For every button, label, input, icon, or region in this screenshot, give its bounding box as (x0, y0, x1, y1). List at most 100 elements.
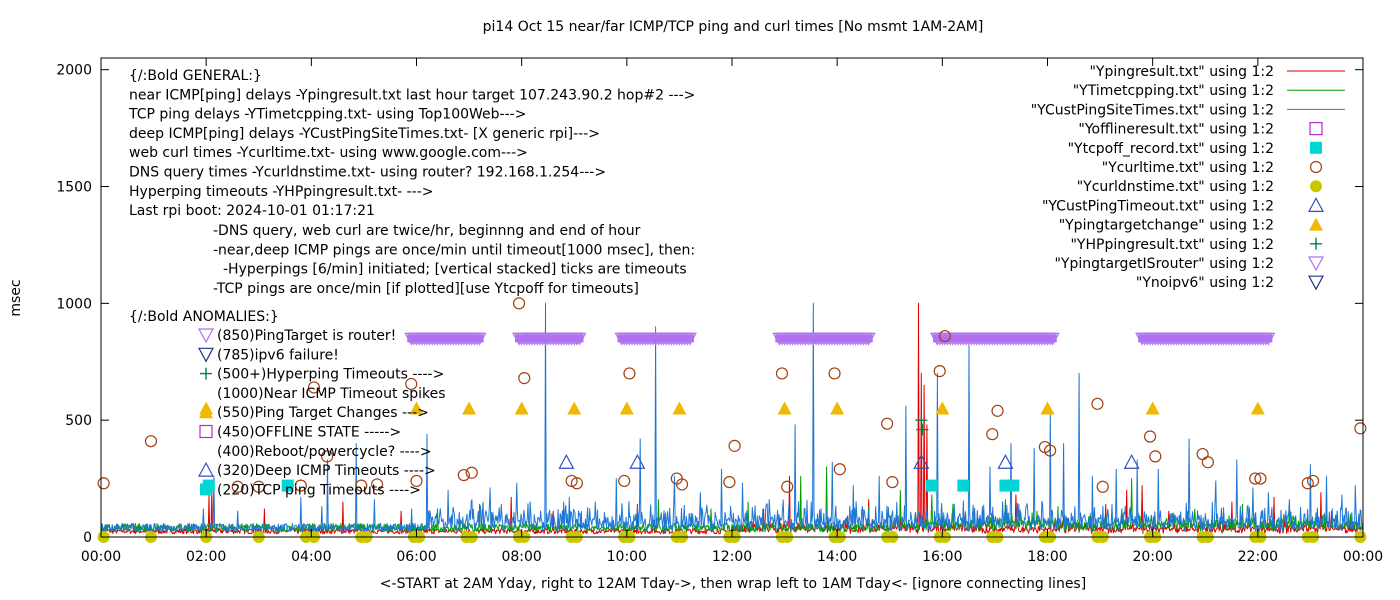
anomaly-marker-7 (197, 461, 215, 477)
ytick-label-2: 1000 (56, 296, 92, 312)
note-general-7: Last rpi boot: 2024-10-01 01:17:21 (129, 203, 375, 219)
legend-marker-7 (1307, 197, 1325, 212)
curl-point (1196, 447, 1209, 461)
curl-point (565, 474, 578, 488)
anomaly-marker-8 (200, 483, 212, 496)
curl-point (252, 480, 265, 493)
curl-point (781, 480, 794, 493)
note-general-3: deep ICMP[ping] delays -YCustPingSiteTim… (129, 126, 600, 142)
curl-point (1091, 397, 1104, 410)
curl-point (618, 474, 631, 488)
xtick-label-1: 02:00 (186, 549, 226, 565)
curl-point (405, 377, 418, 391)
tcp-timeout-point (957, 479, 970, 492)
note-detail-0: -DNS query, web curl are twice/hr, begin… (213, 223, 641, 239)
anomaly-marker-4 (199, 405, 213, 419)
xtick-label-7: 14:00 (817, 549, 857, 565)
ytick-label-3: 1500 (56, 180, 92, 196)
hyperping-point (916, 423, 929, 436)
curl-point (457, 468, 470, 482)
deep-icmp-timeout-point (913, 453, 930, 469)
anomaly-label-2: (500+)Hyperping Timeouts ----> (217, 367, 444, 383)
anomaly-label-4: (550)Ping Target Changes ---> (217, 405, 429, 421)
hyperping-point (915, 414, 928, 427)
curl-point (938, 329, 952, 343)
curl-point (518, 372, 531, 385)
curl-point (231, 480, 244, 493)
anomaly-label-5: (450)OFFLINE STATE -----> (217, 425, 401, 441)
xtick-label-9: 18:00 (1027, 549, 1067, 565)
xtick-label-5: 10:00 (607, 549, 647, 565)
curl-point (307, 381, 321, 394)
anomaly-label-1: (785)ipv6 failure! (217, 347, 339, 363)
curl-point (1096, 480, 1109, 493)
ytick-label-1: 500 (65, 413, 92, 429)
legend-label-2: "YCustPingSiteTimes.txt" using 1:2 (1031, 102, 1274, 118)
curl-point (775, 367, 789, 380)
target-change-point (514, 401, 529, 415)
y-axis-label: msec (8, 279, 24, 316)
router-range-0 (407, 334, 484, 343)
curl-point (1354, 422, 1367, 435)
legend: "Ypingresult.txt" using 1:2 "YTimetcpping… (1031, 64, 1345, 291)
plot-frame (100, 57, 1364, 538)
series-line-2 (100, 302, 1364, 533)
legend-marker-4 (1310, 141, 1322, 154)
ytick-label-4: 2000 (56, 63, 92, 79)
target-change-point (409, 401, 424, 415)
curl-point (833, 463, 846, 476)
xtick-label-6: 12:00 (712, 549, 752, 565)
legend-marker-3 (1309, 121, 1323, 136)
xtick-label-10: 20:00 (1132, 549, 1172, 565)
curl-point (723, 475, 736, 489)
xtick-label-2: 04:00 (291, 549, 331, 565)
target-change-point (462, 401, 477, 415)
anomaly-label-6: (400)Reboot/powercycle? ----> (217, 444, 432, 460)
router-range-3 (775, 334, 873, 343)
anomaly-label-7: (320)Deep ICMP Timeouts ----> (217, 463, 436, 479)
legend-label-9: "YHPpingresult.txt" using 1:2 (1070, 237, 1274, 253)
deep-icmp-timeout-point (558, 453, 575, 469)
xtick-label-4: 08:00 (501, 549, 541, 565)
curl-point (728, 439, 741, 452)
target-change-point (777, 401, 792, 415)
note-general-2: TCP ping delays -YTimetcpping.txt- using… (128, 107, 526, 123)
deep-icmp-timeout-point (997, 453, 1014, 469)
note-detail-2: -Hyperpings [6/min] initiated; [vertical… (223, 262, 687, 278)
note-detail-3: -TCP pings are once/min [if plotted][use… (213, 281, 639, 297)
curl-point (465, 466, 478, 479)
curl-point (623, 367, 636, 380)
note-general-1: near ICMP[ping] delays -Ypingresult.txt … (129, 87, 695, 103)
legend-marker-9 (1310, 237, 1322, 250)
legend-label-10: "YpingtargetISrouter" using 1:2 (1054, 256, 1274, 272)
curl-point (570, 477, 583, 490)
anomaly-marker-2 (200, 367, 212, 380)
curl-point (370, 478, 384, 491)
curl-point (144, 435, 158, 448)
legend-marker-10 (1307, 256, 1325, 272)
curl-point (828, 367, 841, 380)
router-range-5 (1138, 334, 1273, 343)
curl-point (1201, 456, 1214, 469)
legend-label-8: "Ypingtargetchange" using 1:2 (1059, 218, 1274, 234)
legend-label-1: "YTimetcpping.txt" using 1:2 (1073, 83, 1274, 99)
anomaly-marker-5 (199, 424, 213, 439)
ytick-label-0: 0 (83, 530, 92, 546)
x-axis-label: <-START at 2AM Yday, right to 12AM Tday-… (380, 576, 1086, 592)
curl-point (410, 474, 423, 488)
target-change-point (1145, 401, 1160, 415)
curl-point (294, 479, 307, 492)
target-change-point (935, 401, 950, 415)
note-detail-1: -near,deep ICMP pings are once/min until… (213, 242, 695, 258)
xtick-label-0: 00:00 (81, 549, 121, 565)
legend-label-7: "YCustPingTimeout.txt" using 1:2 (1042, 198, 1274, 214)
target-change-point (1040, 401, 1055, 415)
legend-label-0: "Ypingresult.txt" using 1:2 (1089, 64, 1274, 80)
note-general-0: {/:Bold GENERAL:} (129, 68, 262, 84)
curl-point (97, 477, 110, 490)
target-change-point (672, 401, 687, 415)
tcp-timeout-point (1007, 479, 1020, 492)
curl-point (1149, 450, 1162, 463)
legend-marker-5 (1309, 160, 1323, 174)
anomaly-label-0: (850)PingTarget is router! (217, 328, 396, 344)
